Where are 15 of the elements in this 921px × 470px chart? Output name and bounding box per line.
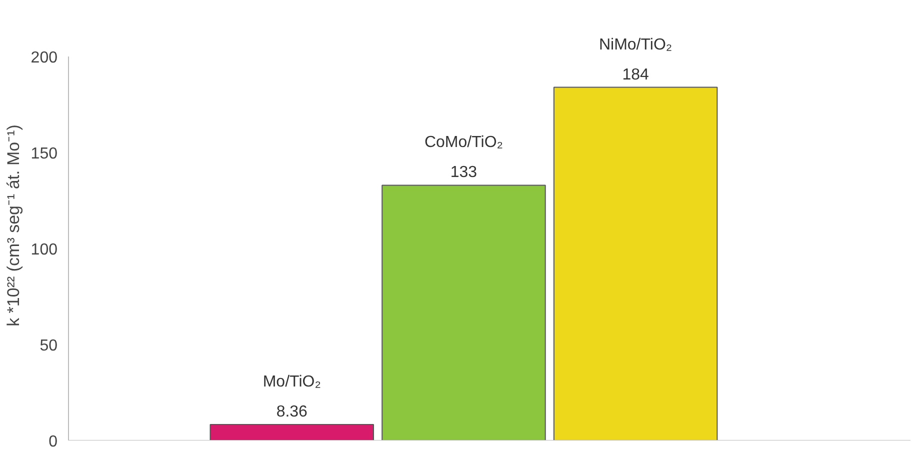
data-label: 8.36: [276, 403, 308, 420]
x-tick-label: Mo/TiO₂: [262, 373, 321, 390]
y-tick-label: 150: [30, 146, 58, 163]
bar: [553, 86, 718, 440]
bar: [382, 184, 546, 440]
y-axis-title: k *10²² (cm³ seg⁻¹ át. Mo⁻¹): [4, 124, 23, 326]
y-tick-label: 0: [48, 434, 58, 450]
data-label: 184: [622, 66, 650, 84]
x-tick-label: NiMo/TiO₂: [598, 36, 672, 54]
y-tick-label: 100: [30, 242, 58, 259]
x-tick-label: CoMo/TiO₂: [424, 134, 503, 152]
y-tick-label: 50: [40, 338, 58, 355]
data-label: 133: [450, 164, 478, 182]
bar: [210, 424, 374, 440]
y-tick-label: 200: [30, 50, 58, 67]
